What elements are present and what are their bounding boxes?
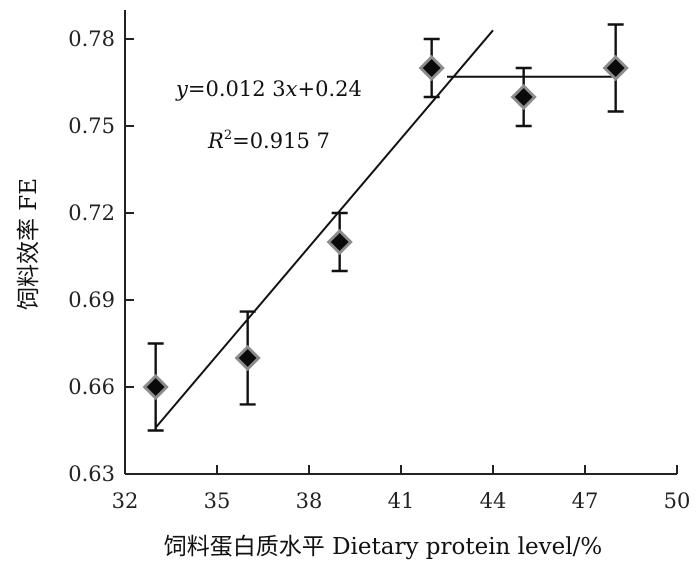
data-point-diamond bbox=[418, 54, 445, 82]
y-axis-ticks: 0.63 0.66 0.69 0.72 0.75 0.78 bbox=[68, 27, 134, 486]
equation-part-2: +0.24 bbox=[297, 77, 361, 101]
y-tick-label: 0.72 bbox=[68, 201, 115, 225]
y-tick-label: 0.66 bbox=[68, 375, 115, 399]
data-point-diamond bbox=[234, 344, 261, 372]
x-axis-title: 饲料蛋白质水平 Dietary protein level/% bbox=[164, 534, 602, 560]
regression-equation: y=0.012 3x+0.24 bbox=[175, 77, 362, 101]
y-tick-label: 0.75 bbox=[68, 114, 115, 138]
x-tick-label: 47 bbox=[572, 489, 599, 513]
x-tick-label: 35 bbox=[204, 489, 231, 513]
y-tick-label: 0.78 bbox=[68, 27, 115, 51]
x-axis-ticks: 32 35 38 41 44 47 50 bbox=[112, 465, 691, 513]
x-tick-label: 41 bbox=[388, 489, 415, 513]
r-squared-sup: 2 bbox=[224, 128, 232, 143]
data-point-diamond bbox=[510, 83, 537, 111]
data-point-diamond bbox=[602, 54, 629, 82]
data-point-diamond bbox=[142, 373, 169, 401]
y-tick-label: 0.69 bbox=[68, 288, 115, 312]
r-squared-value: =0.915 7 bbox=[232, 129, 330, 153]
x-tick-label: 38 bbox=[296, 489, 323, 513]
equation-part-1: =0.012 3 bbox=[188, 77, 286, 101]
r-squared-var: R bbox=[207, 129, 224, 153]
equation-y-var: y bbox=[175, 77, 189, 101]
r-squared: R2=0.915 7 bbox=[207, 128, 330, 153]
data-point-diamond bbox=[326, 228, 353, 256]
equation-x-var: x bbox=[286, 77, 298, 101]
x-tick-label: 32 bbox=[112, 489, 139, 513]
x-tick-label: 50 bbox=[664, 489, 691, 513]
y-axis-title: 饲料效率 FE bbox=[16, 178, 42, 310]
x-tick-label: 44 bbox=[480, 489, 507, 513]
data-points bbox=[142, 54, 629, 401]
y-tick-label: 0.63 bbox=[68, 462, 115, 486]
